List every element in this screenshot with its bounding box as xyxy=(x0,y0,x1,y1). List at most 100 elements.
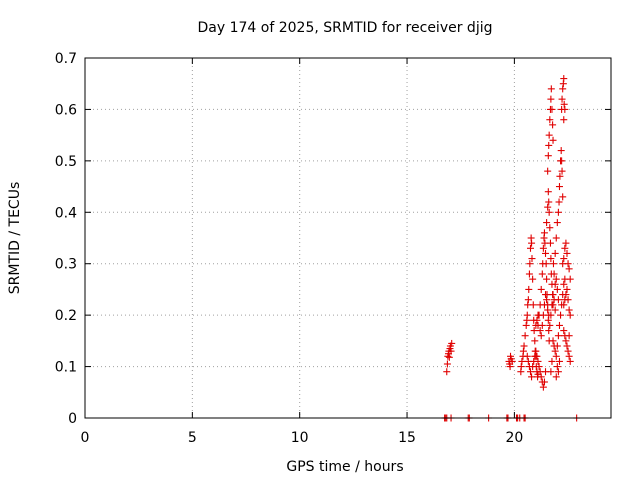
data-points xyxy=(441,75,581,422)
data-point xyxy=(549,301,557,309)
data-point xyxy=(537,373,545,381)
data-point xyxy=(550,270,558,278)
data-point xyxy=(551,249,559,257)
data-point xyxy=(534,357,542,365)
data-point xyxy=(565,332,573,340)
data-point xyxy=(551,280,559,288)
data-point xyxy=(561,105,569,113)
data-point xyxy=(564,347,572,355)
data-point xyxy=(543,275,551,283)
data-point xyxy=(558,157,566,165)
data-point xyxy=(553,342,561,350)
data-point xyxy=(517,363,525,371)
data-point xyxy=(544,152,552,160)
data-point xyxy=(445,353,453,361)
data-point xyxy=(542,260,550,268)
data-point xyxy=(532,347,540,355)
data-point xyxy=(536,327,544,335)
data-point xyxy=(528,255,536,263)
y-tick-label: 0.7 xyxy=(55,51,77,67)
data-point xyxy=(552,373,560,381)
data-point xyxy=(545,141,553,149)
data-point xyxy=(523,352,531,360)
data-point xyxy=(560,116,568,124)
plot-frame xyxy=(84,57,612,419)
data-point xyxy=(544,188,552,196)
data-point xyxy=(557,311,565,319)
data-point xyxy=(549,291,557,299)
data-point xyxy=(547,95,555,103)
data-point xyxy=(549,337,557,345)
data-point xyxy=(560,75,568,83)
data-point xyxy=(553,363,561,371)
data-point xyxy=(554,368,562,376)
data-point xyxy=(558,167,566,175)
data-point xyxy=(560,100,568,108)
data-point xyxy=(555,198,563,206)
data-point xyxy=(544,167,552,175)
data-point xyxy=(557,147,565,155)
x-tick-label: 20 xyxy=(505,430,523,446)
data-point xyxy=(563,342,571,350)
data-point xyxy=(564,296,572,304)
data-point xyxy=(542,249,550,257)
data-point xyxy=(565,352,573,360)
data-point xyxy=(560,327,568,335)
data-point xyxy=(547,368,555,376)
data-point xyxy=(543,296,551,304)
data-point xyxy=(526,244,534,252)
data-point xyxy=(533,352,541,360)
data-point xyxy=(544,203,552,211)
data-point xyxy=(560,301,568,309)
data-point xyxy=(529,301,537,309)
data-point xyxy=(566,275,574,283)
y-tick-label: 0.2 xyxy=(55,308,77,324)
data-point xyxy=(549,121,557,129)
data-point xyxy=(521,332,529,340)
data-point xyxy=(539,383,547,391)
data-point xyxy=(545,198,553,206)
data-point xyxy=(525,270,533,278)
data-point xyxy=(551,306,559,314)
data-point xyxy=(546,116,554,124)
data-point xyxy=(508,357,516,365)
data-point xyxy=(443,360,451,368)
data-point xyxy=(553,219,561,227)
data-point xyxy=(559,85,567,93)
data-point xyxy=(540,229,548,237)
data-point xyxy=(558,95,566,103)
data-point xyxy=(564,260,572,268)
data-point xyxy=(560,280,568,288)
data-point xyxy=(546,239,554,247)
data-point xyxy=(555,321,563,329)
grid-lines xyxy=(85,58,611,418)
data-point xyxy=(531,337,539,345)
data-point xyxy=(525,285,533,293)
y-tick-label: 0.3 xyxy=(55,257,77,273)
data-point xyxy=(554,332,562,340)
data-point xyxy=(543,219,551,227)
data-point xyxy=(566,357,574,365)
x-tick-label: 5 xyxy=(188,430,197,446)
y-tick-label: 0.6 xyxy=(55,102,77,118)
y-tick-label: 0 xyxy=(68,411,77,427)
data-point xyxy=(563,249,571,257)
data-point xyxy=(535,363,543,371)
axis-ticks: 0 0.1 0.2 0.3 0.4 0.5 0.6 0.7 0 5 10 15 20 xyxy=(55,51,611,446)
data-point xyxy=(545,327,553,335)
x-tick-label: 0 xyxy=(81,430,90,446)
data-point xyxy=(566,311,574,319)
data-point xyxy=(518,357,526,365)
data-point xyxy=(528,373,536,381)
data-point xyxy=(526,368,534,376)
data-point xyxy=(547,85,555,93)
data-point xyxy=(545,208,553,216)
data-point xyxy=(559,193,567,201)
y-tick-label: 0.4 xyxy=(55,205,77,221)
data-point xyxy=(562,291,570,299)
data-point xyxy=(443,368,451,376)
data-point xyxy=(529,363,537,371)
data-point xyxy=(538,321,546,329)
data-point xyxy=(538,270,546,278)
